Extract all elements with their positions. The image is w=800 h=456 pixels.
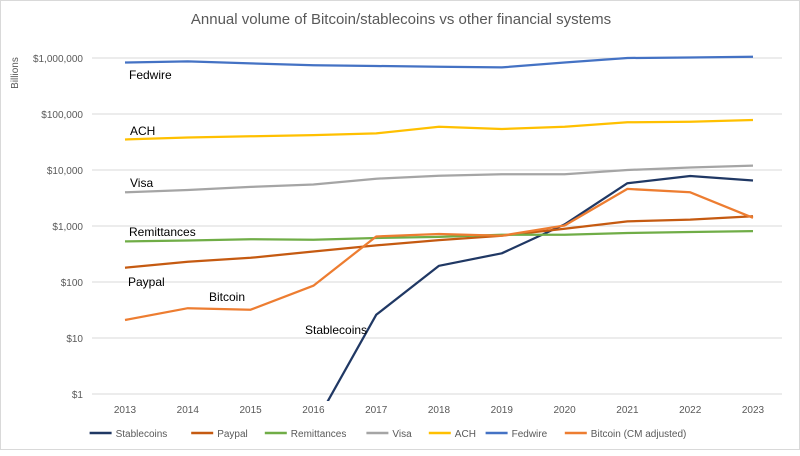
legend-label: Paypal: [217, 429, 248, 440]
legend-label: Bitcoin (CM adjusted): [591, 429, 687, 440]
x-tick-label: 2023: [742, 405, 765, 416]
x-tick-label: 2015: [239, 405, 262, 416]
x-tick-label: 2014: [177, 405, 200, 416]
legend-label: Fedwire: [512, 429, 548, 440]
annotation-remittances: Remittances: [129, 225, 196, 239]
legend-item: Remittances: [264, 429, 347, 440]
legend-item: Bitcoin (CM adjusted): [564, 429, 687, 440]
annotation-fedwire: Fedwire: [129, 68, 172, 82]
x-tick-label: 2017: [365, 405, 388, 416]
legend-item: Visa: [366, 429, 412, 440]
annotation-paypal: Paypal: [128, 275, 165, 289]
annotation-visa: Visa: [130, 176, 153, 190]
series-line-bitcoin-cm-adjusted-: [124, 187, 754, 322]
x-tick-label: 2013: [114, 405, 137, 416]
x-tick-label: 2018: [428, 405, 451, 416]
x-tick-label: 2021: [616, 405, 639, 416]
series-line-fedwire: [124, 55, 754, 69]
series-line-visa: [124, 164, 754, 194]
y-axis-label: Billions: [10, 57, 21, 89]
y-tick-label: $1,000: [52, 222, 83, 233]
annotation-bitcoin: Bitcoin: [209, 290, 245, 304]
series-line-stablecoins: [326, 174, 754, 401]
annotation-ach: ACH: [130, 124, 155, 138]
legend-label: ACH: [455, 429, 476, 440]
legend-item: Fedwire: [485, 429, 548, 440]
x-tick-label: 2016: [302, 405, 325, 416]
legend-label: Remittances: [291, 429, 347, 440]
series-line-remittances: [124, 229, 754, 243]
legend-label: Stablecoins: [116, 429, 168, 440]
y-tick-label: $1: [72, 390, 84, 401]
x-tick-label: 2020: [553, 405, 576, 416]
series-line-ach: [124, 118, 754, 141]
y-tick-label: $10: [66, 334, 83, 345]
chart-title: Annual volume of Bitcoin/stablecoins vs …: [191, 11, 611, 28]
legend-item: Stablecoins: [89, 429, 168, 440]
y-tick-label: $1,000,000: [33, 54, 83, 65]
y-tick-label: $10,000: [47, 166, 84, 177]
y-tick-label: $100,000: [41, 110, 83, 121]
y-tick-label: $100: [61, 278, 84, 289]
legend-label: Visa: [392, 429, 412, 440]
x-tick-label: 2022: [679, 405, 702, 416]
annotation-stablecoins: Stablecoins: [305, 323, 367, 337]
x-tick-label: 2019: [491, 405, 514, 416]
series-line-paypal: [124, 215, 754, 269]
legend-item: ACH: [428, 429, 476, 440]
legend-item: Paypal: [191, 429, 248, 440]
